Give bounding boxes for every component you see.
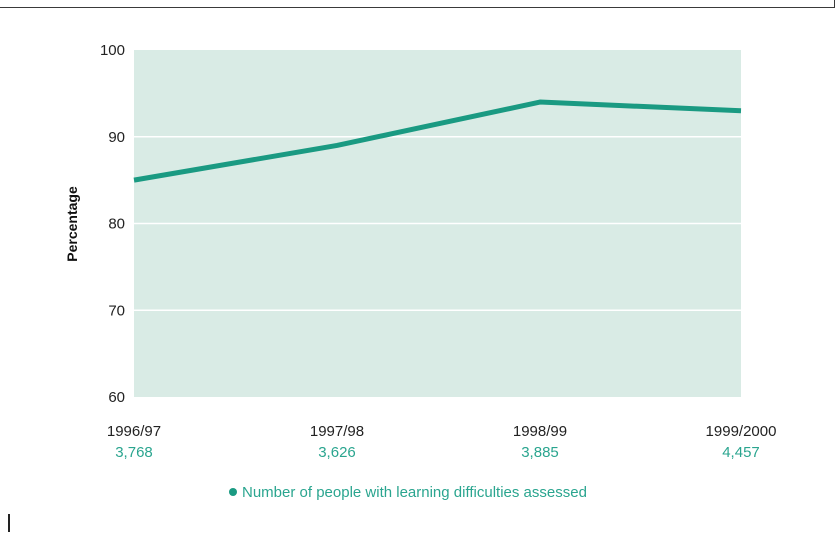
y-tick-label: 60 [108,389,125,406]
x-count-label: 3,626 [318,444,356,461]
legend-marker [229,488,237,496]
x-tick-label: 1998/99 [513,423,567,440]
x-count-label: 4,457 [722,444,760,461]
x-tick-label: 1996/97 [107,423,161,440]
x-count-label: 3,768 [115,444,153,461]
series-group [133,99,742,183]
y-tick-label: 70 [108,302,125,319]
x-axis-categories: 1996/97 3,768 1997/98 3,626 1998/99 3,885 1999… [107,423,777,461]
y-axis-label: Percentage [64,186,80,262]
gridlines [134,136,741,311]
x-tick-label: 1999/2000 [706,423,777,440]
y-tick-label: 90 [108,129,125,146]
y-tick-label: 80 [108,216,125,233]
series-line [133,99,742,183]
x-count-label: 3,885 [521,444,559,461]
y-tick-label: 100 [100,42,125,59]
x-tick-label: 1997/98 [310,423,364,440]
legend: Number of people with learning difficult… [229,482,587,502]
y-axis-ticks: 60 70 80 90 100 [100,42,125,406]
page-edge-mark [8,514,10,532]
legend-label: Number of people with learning difficult… [242,483,587,501]
